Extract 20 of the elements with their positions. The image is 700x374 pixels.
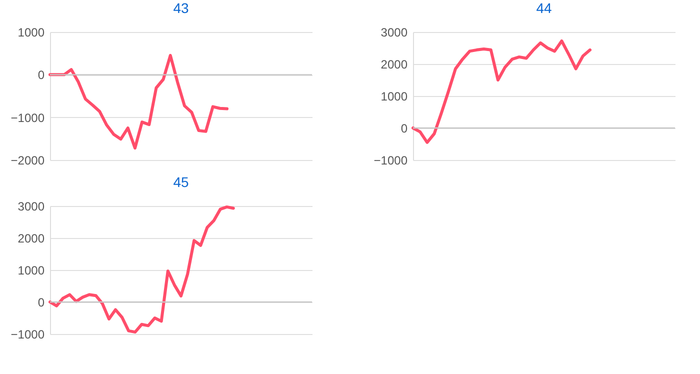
chart-title: 43 [173, 0, 189, 16]
y-tick-label: 1000 [380, 90, 408, 104]
y-tick-label: −2000 [10, 154, 45, 168]
y-tick-label: 0 [38, 68, 45, 82]
line-series [412, 39, 592, 144]
y-tick-label: 2000 [380, 58, 408, 72]
y-tick-label: 3000 [380, 26, 408, 40]
y-tick-label: −1000 [10, 328, 45, 342]
y-tick-label: −1000 [374, 154, 408, 168]
y-tick-label: 0 [38, 296, 45, 310]
y-tick-label: 1000 [18, 26, 45, 40]
y-tick-label: 1000 [18, 264, 45, 278]
line-series [48, 205, 235, 334]
chart-title: 45 [173, 174, 189, 190]
y-tick-label: 3000 [18, 200, 45, 214]
line-series [48, 54, 229, 150]
y-tick-label: 2000 [18, 232, 45, 246]
y-tick-label: 0 [400, 122, 408, 136]
chart-title: 44 [536, 0, 552, 16]
y-tick-label: −1000 [10, 110, 45, 125]
